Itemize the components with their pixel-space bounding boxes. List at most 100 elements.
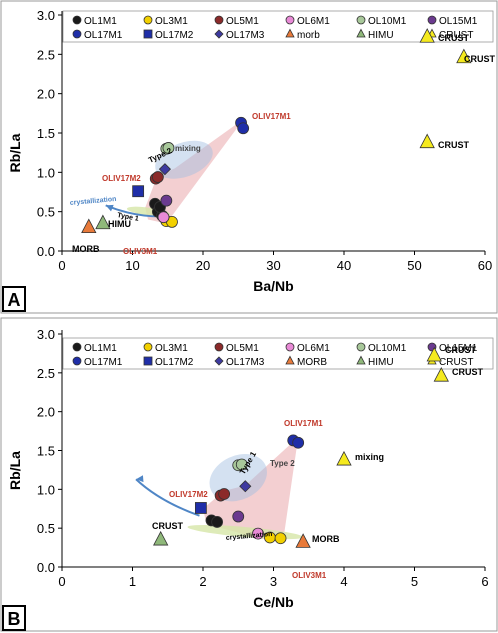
panel-b-x-axis-label: Ce/Nb bbox=[253, 594, 293, 610]
panel-a-annotation-mixing: mixing bbox=[175, 144, 201, 153]
panel-b-y-tick-label: 1.5 bbox=[37, 444, 55, 459]
panel-a-y-tick-label: 2.0 bbox=[37, 87, 55, 102]
panel-b-y-tick-label: 0.0 bbox=[37, 560, 55, 575]
panel-a-x-axis-label: Ba/Nb bbox=[253, 278, 293, 294]
panel-b-y-tick-label: 2.0 bbox=[37, 405, 55, 420]
panel-a-y-tick-label: 0.5 bbox=[37, 205, 55, 220]
panel-b-y-tick-label: 2.5 bbox=[37, 366, 55, 381]
panel-b-legend-label-morb: MORB bbox=[297, 357, 327, 368]
panel-b-annotation-oliv17m1: OLIV17M1 bbox=[284, 419, 323, 428]
panel-a-y-tick-label: 0.0 bbox=[37, 244, 55, 259]
panel-b-point-ol10m1 bbox=[235, 458, 248, 471]
panel-a-point-ol6m1 bbox=[157, 211, 170, 224]
panel-b-annotation-oliv3m1: OLIV3M1 bbox=[292, 571, 327, 580]
panel-a-point-ol17m1 bbox=[237, 122, 250, 135]
panel-b-x-tick-label: 3 bbox=[270, 574, 277, 589]
panel-b-annotation-crust: CRUST bbox=[452, 367, 484, 377]
panel-a-legend-marker-ol17m1 bbox=[72, 29, 82, 39]
panel-a-y-tick-label: 1.0 bbox=[37, 165, 55, 180]
panel-b-legend-label-himu: HIMU bbox=[368, 357, 394, 368]
panel-a-legend-marker-ol15m1 bbox=[427, 15, 437, 25]
panel-a-legend-marker-ol17m3 bbox=[214, 29, 224, 39]
panel-b-label-box bbox=[2, 605, 26, 631]
panel-b-point-ol17m1 bbox=[292, 436, 305, 449]
panel-a-point-ol15m1 bbox=[160, 194, 173, 207]
panel-b-legend-label-ol17m2: OL17M2 bbox=[155, 357, 194, 368]
panel-a-legend-label-ol5m1: OL5M1 bbox=[226, 16, 259, 27]
panel-a-point-crust bbox=[419, 133, 435, 149]
panel-a: 0.0 0.5 1.0 1.5 2.0 2.5 3.0 0 10 20 30 40 50 60 Ba/Nb R… bbox=[0, 0, 498, 314]
panel-b-frame bbox=[0, 317, 498, 632]
panel-a-legend-marker-ol1m1 bbox=[72, 15, 82, 25]
panel-b-point-ol5m1 bbox=[218, 488, 231, 500]
panel-a-legend-label-ol1m1: OL1M1 bbox=[84, 16, 117, 27]
panel-b-legend-marker-ol5m1 bbox=[214, 342, 224, 352]
panel-b-legend-marker-ol1m1 bbox=[72, 342, 82, 352]
panel-a-x-tick-label: 60 bbox=[478, 258, 492, 273]
panel-a-point-crust bbox=[419, 28, 435, 43]
panel-a-annotation-oliv17m1: OLIV17M1 bbox=[252, 112, 291, 121]
panel-a-crystallization-arrowhead bbox=[105, 204, 114, 212]
panel-b-point-ol17m2 bbox=[194, 502, 207, 514]
panel-a-annotation-crystallization: crystallization bbox=[70, 196, 117, 207]
panel-b-x-tick-label: 5 bbox=[411, 574, 418, 589]
panel-a-y-axis-label: Rb/La bbox=[7, 133, 23, 172]
panel-b-legend bbox=[62, 337, 494, 370]
panel-b-point-morb bbox=[295, 533, 311, 548]
panel-b-point-ol15m1 bbox=[232, 510, 245, 523]
panel-b-crystallization-arrowhead bbox=[136, 475, 144, 483]
panel-b-label: B bbox=[8, 609, 21, 629]
panel-b-y-tick-label: 3.0 bbox=[37, 327, 55, 342]
panel-b-annotation-morb: MORB bbox=[312, 534, 340, 544]
panel-a-point-ol17m3 bbox=[158, 163, 171, 176]
panel-a-annotation-crust: CRUST bbox=[438, 33, 470, 43]
panel-a-legend-label-ol17m3: OL17M3 bbox=[226, 30, 265, 41]
panel-a-x-tick-label: 10 bbox=[125, 258, 139, 273]
panel-b-legend-marker-ol17m1 bbox=[72, 356, 82, 366]
panel-a-legend-label-ol15m1: OL15M1 bbox=[439, 16, 478, 27]
panel-a-legend-marker-ol3m1 bbox=[143, 15, 153, 25]
panel-b-annotation-crust: CRUST bbox=[445, 345, 477, 355]
panel-a-legend-marker-morb bbox=[285, 28, 295, 38]
panel-a-legend-label-morb: morb bbox=[297, 30, 320, 41]
panel-a-x-tick-label: 40 bbox=[337, 258, 351, 273]
panel-b-point-crust bbox=[426, 346, 442, 362]
panel-a-legend-marker-himu bbox=[356, 28, 366, 38]
panel-b-crystallization-arrow bbox=[135, 478, 200, 517]
panel-b-y-tick-label: 0.5 bbox=[37, 521, 55, 536]
panel-b-legend-label-ol17m3: OL17M3 bbox=[226, 357, 265, 368]
panel-a-y-tick-label: 2.5 bbox=[37, 47, 55, 62]
panel-b-x-tick-label: 6 bbox=[481, 574, 488, 589]
panel-a-point-crust bbox=[456, 48, 472, 64]
panel-b-x-tick-label: 4 bbox=[340, 574, 347, 589]
panel-b-mixing-field bbox=[203, 437, 299, 540]
panel-b-legend-label-ol3m1: OL3M1 bbox=[155, 343, 188, 354]
panel-b-legend-label-ol17m1: OL17M1 bbox=[84, 357, 123, 368]
panel-a-legend-label-ol6m1: OL6M1 bbox=[297, 16, 330, 27]
panel-a-legend-label-crust: CRUST bbox=[439, 30, 473, 41]
panel-b-point-ol1m1 bbox=[211, 516, 224, 528]
panel-b-legend-marker-ol17m3 bbox=[214, 356, 224, 366]
panel-a-legend-marker-ol5m1 bbox=[214, 15, 224, 25]
panel-a-point-himu bbox=[95, 214, 111, 230]
panel-a-plot: 0.0 0.5 1.0 1.5 2.0 2.5 3.0 0 10 20 30 40 50 60 Ba/Nb R… bbox=[7, 8, 496, 294]
panel-a-label: A bbox=[8, 290, 21, 310]
panel-a-legend-marker-ol10m1 bbox=[356, 15, 366, 25]
panel-b-legend-marker-himu bbox=[356, 355, 366, 365]
panel-b-y-axis-label: Rb/La bbox=[7, 451, 23, 490]
panel-a-annotation-oliv3m1: OLIV3M1 bbox=[123, 247, 158, 256]
panel-a-x-tick-label: 30 bbox=[266, 258, 280, 273]
panel-b-legend-label-ol5m1: OL5M1 bbox=[226, 343, 259, 354]
panel-b-annotation-mixing: mixing bbox=[355, 452, 384, 462]
panel-a-y-tick-label: 3.0 bbox=[37, 8, 55, 23]
panel-a-frame bbox=[0, 0, 498, 314]
panel-b-annotation-type-2: Type 2 bbox=[270, 459, 295, 468]
panel-b-point-ol3m1 bbox=[274, 532, 287, 545]
panel-b-point-himu bbox=[153, 530, 169, 546]
panel-a-annotation-morb: MORB bbox=[72, 244, 100, 254]
panel-a-annotation-crust: CRUST bbox=[438, 140, 470, 150]
panel-b-legend-marker-ol10m1 bbox=[356, 342, 366, 352]
panel-a-legend-label-ol17m2: OL17M2 bbox=[155, 30, 194, 41]
panel-b-point-ol6m1 bbox=[252, 527, 264, 540]
